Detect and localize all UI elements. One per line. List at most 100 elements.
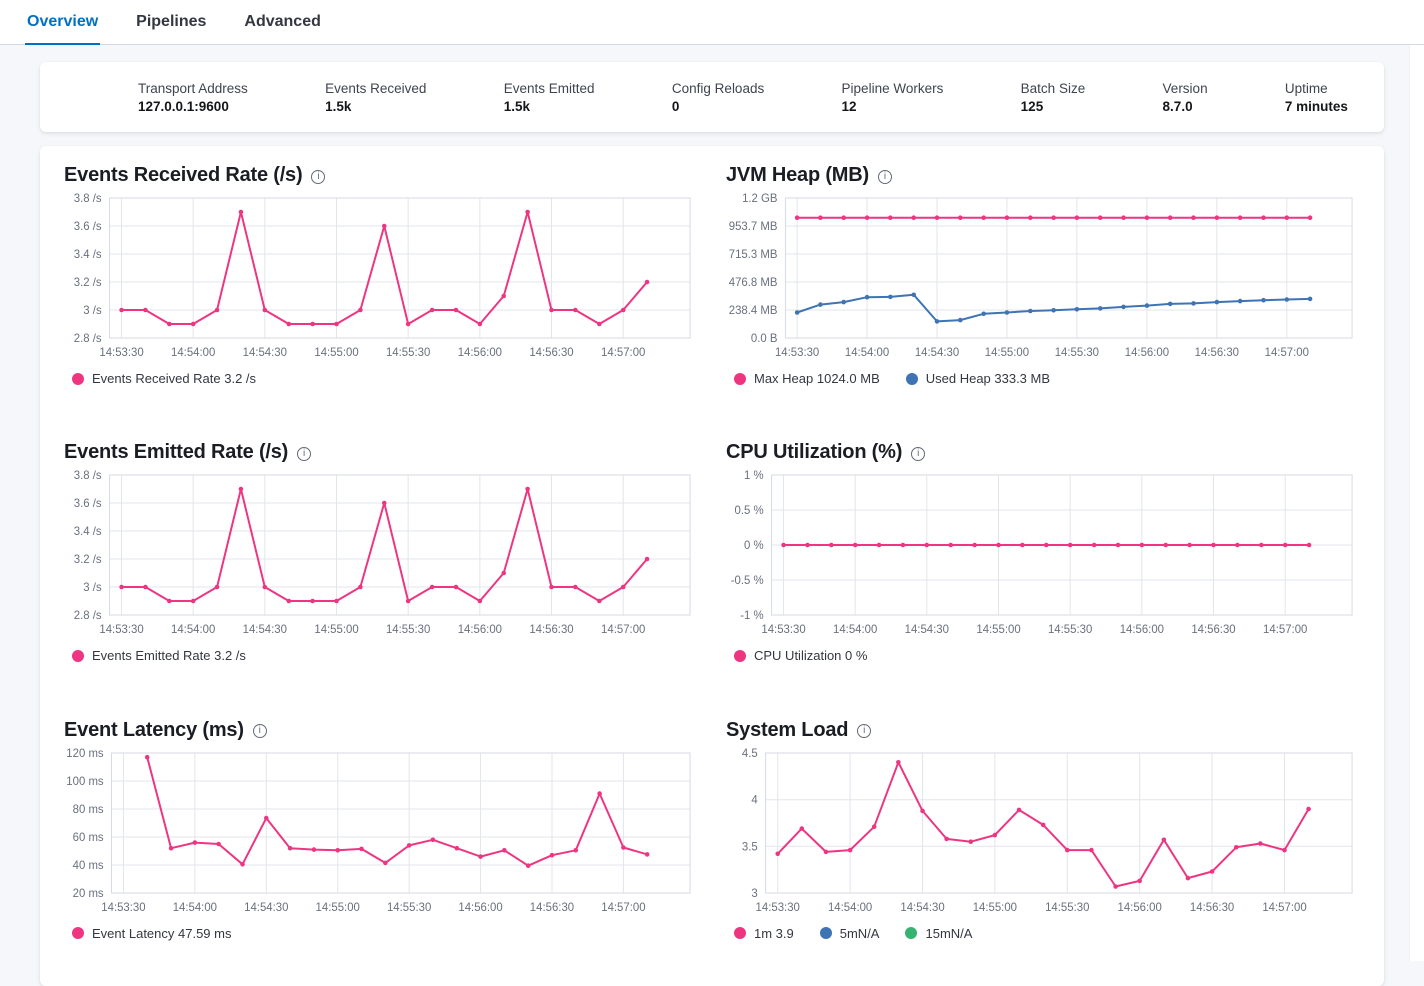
svg-text:3.2 /s: 3.2 /s xyxy=(74,554,102,566)
stat-value: 0 xyxy=(672,99,764,114)
svg-text:14:53:30: 14:53:30 xyxy=(101,902,145,914)
legend-item[interactable]: 1m 3.9 xyxy=(734,926,794,941)
svg-text:14:55:00: 14:55:00 xyxy=(985,347,1029,359)
info-icon[interactable] xyxy=(878,170,892,184)
legend-label: Used Heap 333.3 MB xyxy=(926,371,1050,386)
legend-label: CPU Utilization 0 % xyxy=(754,648,867,663)
svg-text:14:53:30: 14:53:30 xyxy=(756,902,800,914)
svg-text:14:57:00: 14:57:00 xyxy=(1265,347,1309,359)
legend-label: Events Emitted Rate 3.2 /s xyxy=(92,648,246,663)
scrollbar-gutter[interactable] xyxy=(1409,45,1424,961)
svg-text:14:57:00: 14:57:00 xyxy=(1262,902,1306,914)
svg-text:14:56:30: 14:56:30 xyxy=(530,902,574,914)
svg-text:80 ms: 80 ms xyxy=(73,804,104,816)
legend-dot-icon xyxy=(734,650,746,662)
stat-config-reloads: Config Reloads 0 xyxy=(672,81,764,114)
svg-text:14:57:00: 14:57:00 xyxy=(601,347,645,359)
stat-events-emitted: Events Emitted 1.5k xyxy=(504,81,595,114)
chart-legend: Event Latency 47.59 ms xyxy=(72,926,698,941)
stat-uptime: Uptime 7 minutes xyxy=(1285,81,1348,114)
svg-text:14:54:00: 14:54:00 xyxy=(828,902,872,914)
svg-text:3.6 /s: 3.6 /s xyxy=(74,221,102,233)
tab-overview[interactable]: Overview xyxy=(25,0,100,45)
stat-events-received: Events Received 1.5k xyxy=(325,81,426,114)
svg-text:14:56:00: 14:56:00 xyxy=(458,624,502,636)
stats-panel: Transport Address 127.0.0.1:9600 Events … xyxy=(40,62,1384,132)
legend-item[interactable]: CPU Utilization 0 % xyxy=(734,648,867,663)
svg-text:4: 4 xyxy=(751,794,758,806)
legend-dot-icon xyxy=(905,927,917,939)
svg-text:14:57:00: 14:57:00 xyxy=(601,624,645,636)
svg-text:1 %: 1 % xyxy=(744,470,764,482)
stat-label: Events Emitted xyxy=(504,81,595,96)
legend-label: 5mN/A xyxy=(840,926,880,941)
legend-item[interactable]: 15mN/A xyxy=(905,926,972,941)
svg-text:14:54:30: 14:54:30 xyxy=(905,624,949,636)
stat-label: Version xyxy=(1163,81,1208,96)
chart-card-events-received-rate: Events Received Rate (/s) 3.8 /s3.6 /s3.… xyxy=(64,164,698,407)
svg-text:14:55:00: 14:55:00 xyxy=(976,624,1020,636)
chart-title: System Load xyxy=(726,719,848,742)
svg-text:14:54:00: 14:54:00 xyxy=(171,347,215,359)
svg-text:3: 3 xyxy=(751,888,757,900)
tab-bar: Overview Pipelines Advanced xyxy=(0,0,1424,45)
svg-text:14:54:30: 14:54:30 xyxy=(915,347,959,359)
info-icon[interactable] xyxy=(297,447,311,461)
stat-version: Version 8.7.0 xyxy=(1163,81,1208,114)
stat-value: 12 xyxy=(842,99,944,114)
svg-text:14:54:00: 14:54:00 xyxy=(833,624,877,636)
svg-text:14:54:00: 14:54:00 xyxy=(173,902,217,914)
svg-text:4.5: 4.5 xyxy=(742,748,758,760)
stat-batch-size: Batch Size 125 xyxy=(1021,81,1086,114)
info-icon[interactable] xyxy=(311,170,325,184)
svg-text:20 ms: 20 ms xyxy=(73,888,104,900)
svg-text:1.2 GB: 1.2 GB xyxy=(742,193,778,205)
legend-dot-icon xyxy=(72,373,84,385)
info-icon[interactable] xyxy=(857,724,871,738)
chart-title: JVM Heap (MB) xyxy=(726,164,869,187)
events-emitted-rate-chart[interactable]: 3.8 /s3.6 /s3.4 /s3.2 /s3 /s2.8 /s14:53:… xyxy=(64,468,698,642)
legend-item[interactable]: Max Heap 1024.0 MB xyxy=(734,371,880,386)
svg-text:60 ms: 60 ms xyxy=(73,832,104,844)
svg-text:14:55:00: 14:55:00 xyxy=(316,902,360,914)
legend-label: Max Heap 1024.0 MB xyxy=(754,371,880,386)
tab-advanced[interactable]: Advanced xyxy=(242,0,322,45)
chart-legend: CPU Utilization 0 % xyxy=(734,648,1360,663)
svg-text:14:55:30: 14:55:30 xyxy=(386,347,430,359)
chart-title: Events Emitted Rate (/s) xyxy=(64,441,288,464)
svg-text:14:55:00: 14:55:00 xyxy=(314,624,358,636)
info-icon[interactable] xyxy=(253,724,267,738)
legend-item[interactable]: Used Heap 333.3 MB xyxy=(906,371,1050,386)
svg-text:3.5: 3.5 xyxy=(742,841,758,853)
svg-text:2.8 /s: 2.8 /s xyxy=(74,610,102,622)
svg-text:14:56:30: 14:56:30 xyxy=(1195,347,1239,359)
legend-item[interactable]: Events Emitted Rate 3.2 /s xyxy=(72,648,246,663)
tab-pipelines[interactable]: Pipelines xyxy=(134,0,208,45)
svg-text:14:55:30: 14:55:30 xyxy=(386,624,430,636)
stat-label: Transport Address xyxy=(138,81,248,96)
svg-text:3 /s: 3 /s xyxy=(83,582,102,594)
events-received-rate-chart[interactable]: 3.8 /s3.6 /s3.4 /s3.2 /s3 /s2.8 /s14:53:… xyxy=(64,191,698,365)
stat-label: Uptime xyxy=(1285,81,1348,96)
stat-value: 127.0.0.1:9600 xyxy=(138,99,248,114)
tab-label: Overview xyxy=(27,13,98,31)
legend-item[interactable]: Events Received Rate 3.2 /s xyxy=(72,371,256,386)
chart-legend: Max Heap 1024.0 MB Used Heap 333.3 MB xyxy=(734,371,1360,386)
svg-text:14:53:30: 14:53:30 xyxy=(99,347,143,359)
legend-item[interactable]: 5mN/A xyxy=(820,926,880,941)
legend-dot-icon xyxy=(734,927,746,939)
chart-title: Event Latency (ms) xyxy=(64,719,244,742)
stat-value: 125 xyxy=(1021,99,1086,114)
svg-text:0.5 %: 0.5 % xyxy=(735,505,764,517)
info-icon[interactable] xyxy=(911,447,925,461)
stat-label: Config Reloads xyxy=(672,81,764,96)
svg-text:14:53:30: 14:53:30 xyxy=(775,347,819,359)
stat-value: 7 minutes xyxy=(1285,99,1348,114)
svg-text:14:54:30: 14:54:30 xyxy=(900,902,944,914)
legend-item[interactable]: Event Latency 47.59 ms xyxy=(72,926,231,941)
